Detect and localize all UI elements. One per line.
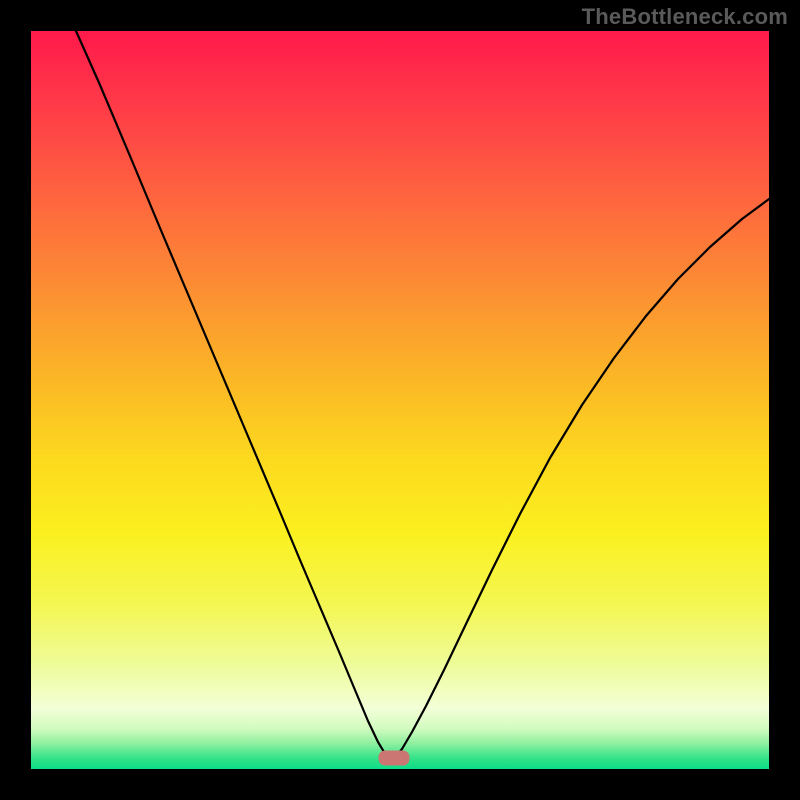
bottleneck-curve xyxy=(76,31,769,759)
chart-svg xyxy=(0,0,800,800)
chart-frame: TheBottleneck.com xyxy=(0,0,800,800)
optimum-marker xyxy=(379,751,409,765)
